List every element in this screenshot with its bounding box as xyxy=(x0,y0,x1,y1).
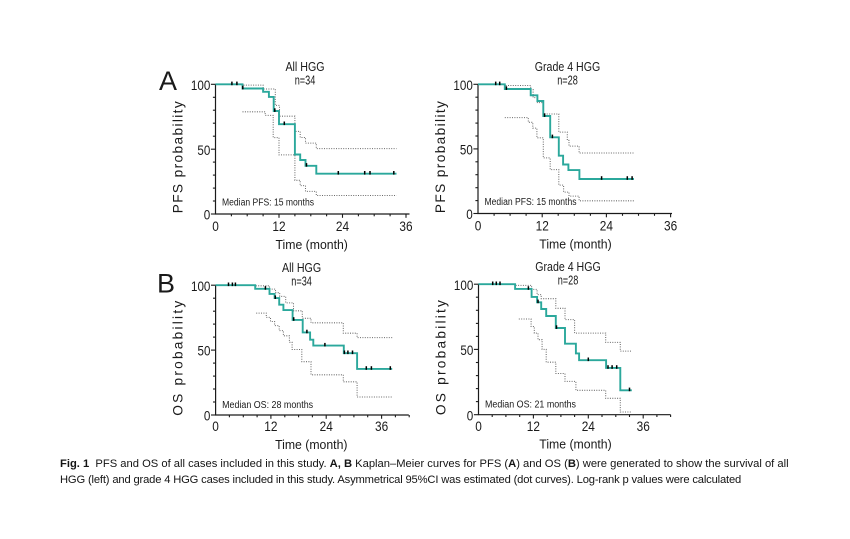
svg-text:0: 0 xyxy=(204,207,211,223)
svg-text:0: 0 xyxy=(212,219,219,234)
svg-text:0: 0 xyxy=(466,206,473,222)
svg-text:0: 0 xyxy=(212,419,219,434)
svg-text:n=34: n=34 xyxy=(295,74,316,88)
svg-text:0: 0 xyxy=(475,219,482,234)
svg-text:Grade 4 HGG: Grade 4 HGG xyxy=(535,260,601,274)
svg-text:Median OS: 21 months: Median OS: 21 months xyxy=(485,400,576,411)
svg-text:0: 0 xyxy=(204,408,211,424)
svg-text:36: 36 xyxy=(637,419,650,434)
svg-text:n=28: n=28 xyxy=(557,74,578,88)
svg-text:0: 0 xyxy=(467,407,474,423)
svg-text:Median PFS: 15 months: Median PFS: 15 months xyxy=(222,198,314,209)
svg-text:100: 100 xyxy=(191,278,211,294)
svg-text:12: 12 xyxy=(527,419,540,434)
svg-text:Time (month): Time (month) xyxy=(275,437,347,452)
svg-text:24: 24 xyxy=(582,419,596,434)
svg-text:Time (month): Time (month) xyxy=(276,237,348,252)
svg-text:Grade 4 HGG: Grade 4 HGG xyxy=(535,60,601,74)
svg-text:50: 50 xyxy=(198,343,211,359)
svg-text:50: 50 xyxy=(460,342,473,358)
svg-text:B: B xyxy=(157,269,175,299)
svg-text:Time (month): Time (month) xyxy=(539,437,611,452)
svg-text:OS probability: OS probability xyxy=(171,301,186,416)
svg-text:100: 100 xyxy=(191,77,211,93)
svg-text:PFS probability: PFS probability xyxy=(433,101,448,213)
svg-text:Median OS: 28 months: Median OS: 28 months xyxy=(222,400,313,411)
svg-text:12: 12 xyxy=(272,219,285,234)
svg-text:36: 36 xyxy=(399,219,412,234)
svg-text:12: 12 xyxy=(264,419,277,434)
svg-text:36: 36 xyxy=(664,219,677,234)
svg-text:All HGG: All HGG xyxy=(285,60,324,74)
svg-text:PFS probability: PFS probability xyxy=(171,101,186,213)
svg-text:Median PFS: 15 months: Median PFS: 15 months xyxy=(485,197,577,208)
svg-text:36: 36 xyxy=(375,419,388,434)
svg-text:24: 24 xyxy=(320,419,334,434)
svg-text:12: 12 xyxy=(536,219,549,234)
svg-text:50: 50 xyxy=(460,142,473,158)
svg-text:100: 100 xyxy=(454,277,474,293)
svg-text:50: 50 xyxy=(197,142,210,158)
svg-text:24: 24 xyxy=(600,219,614,234)
svg-text:All HGG: All HGG xyxy=(282,261,321,275)
svg-text:n=28: n=28 xyxy=(558,273,579,287)
svg-text:0: 0 xyxy=(475,419,482,434)
svg-text:OS probability: OS probability xyxy=(434,300,449,415)
svg-text:100: 100 xyxy=(453,77,473,93)
svg-text:A: A xyxy=(159,66,177,96)
svg-text:24: 24 xyxy=(336,219,350,234)
svg-text:n=34: n=34 xyxy=(291,274,312,288)
svg-text:Time (month): Time (month) xyxy=(539,236,611,251)
